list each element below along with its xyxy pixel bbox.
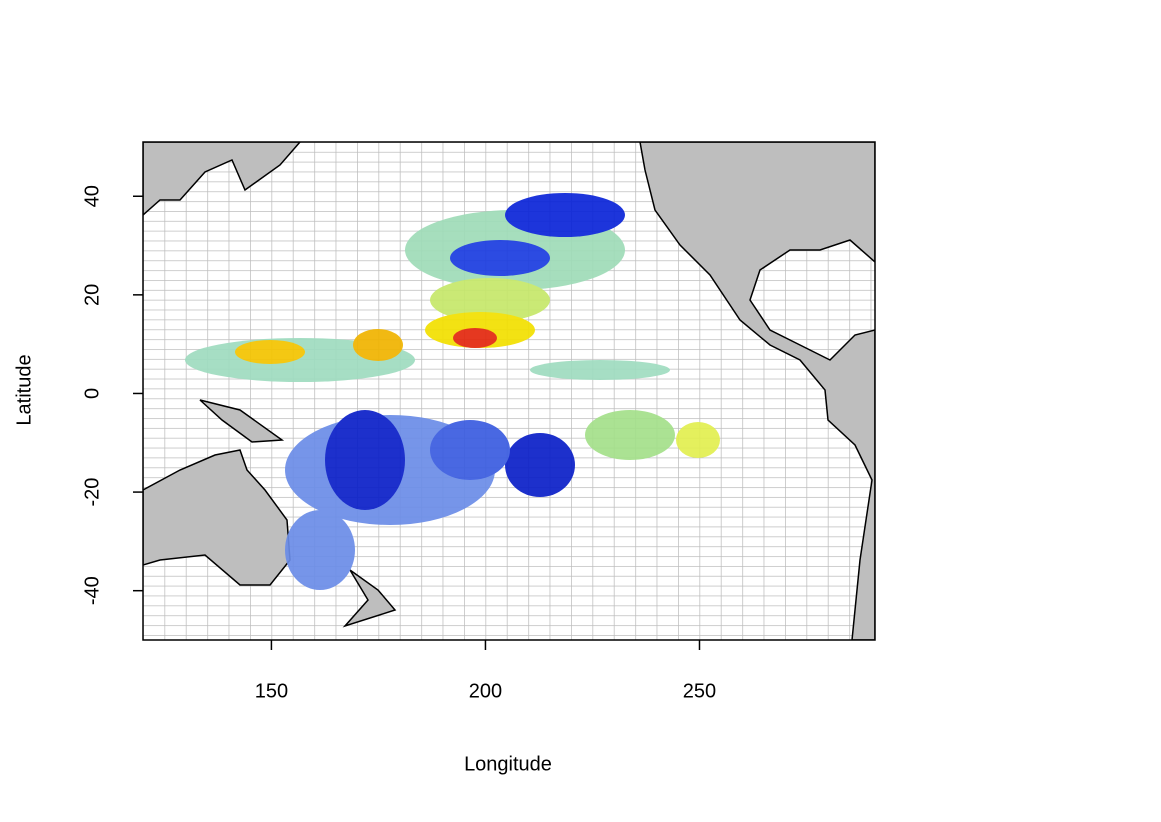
y-tick-label: 40 [81, 185, 103, 207]
asia [143, 142, 301, 217]
region [676, 422, 720, 458]
region [353, 329, 403, 361]
y-tick-label: 0 [81, 388, 103, 399]
region [505, 433, 575, 497]
region [430, 278, 550, 322]
region [285, 510, 355, 590]
sample-points [185, 193, 720, 590]
x-tick-label: 200 [469, 680, 502, 702]
americas [639, 142, 875, 640]
region [505, 193, 625, 237]
x-tick-label: 150 [255, 680, 288, 702]
region [530, 360, 670, 380]
y-tick-label: 20 [81, 284, 103, 306]
region [450, 240, 550, 276]
y-tick-label: -40 [81, 576, 103, 605]
plot-frame [142, 141, 876, 641]
region [430, 420, 510, 480]
new-zealand [342, 569, 397, 628]
x-tick-label: 250 [683, 680, 716, 702]
land [143, 142, 875, 640]
region [585, 410, 675, 460]
region [453, 328, 497, 348]
y-axis-label: Latitude [13, 354, 35, 425]
new-guinea [199, 399, 285, 443]
y-tick-label: -20 [81, 478, 103, 507]
region [235, 340, 305, 364]
x-axis-label: Longitude [464, 753, 552, 775]
region [325, 410, 405, 510]
